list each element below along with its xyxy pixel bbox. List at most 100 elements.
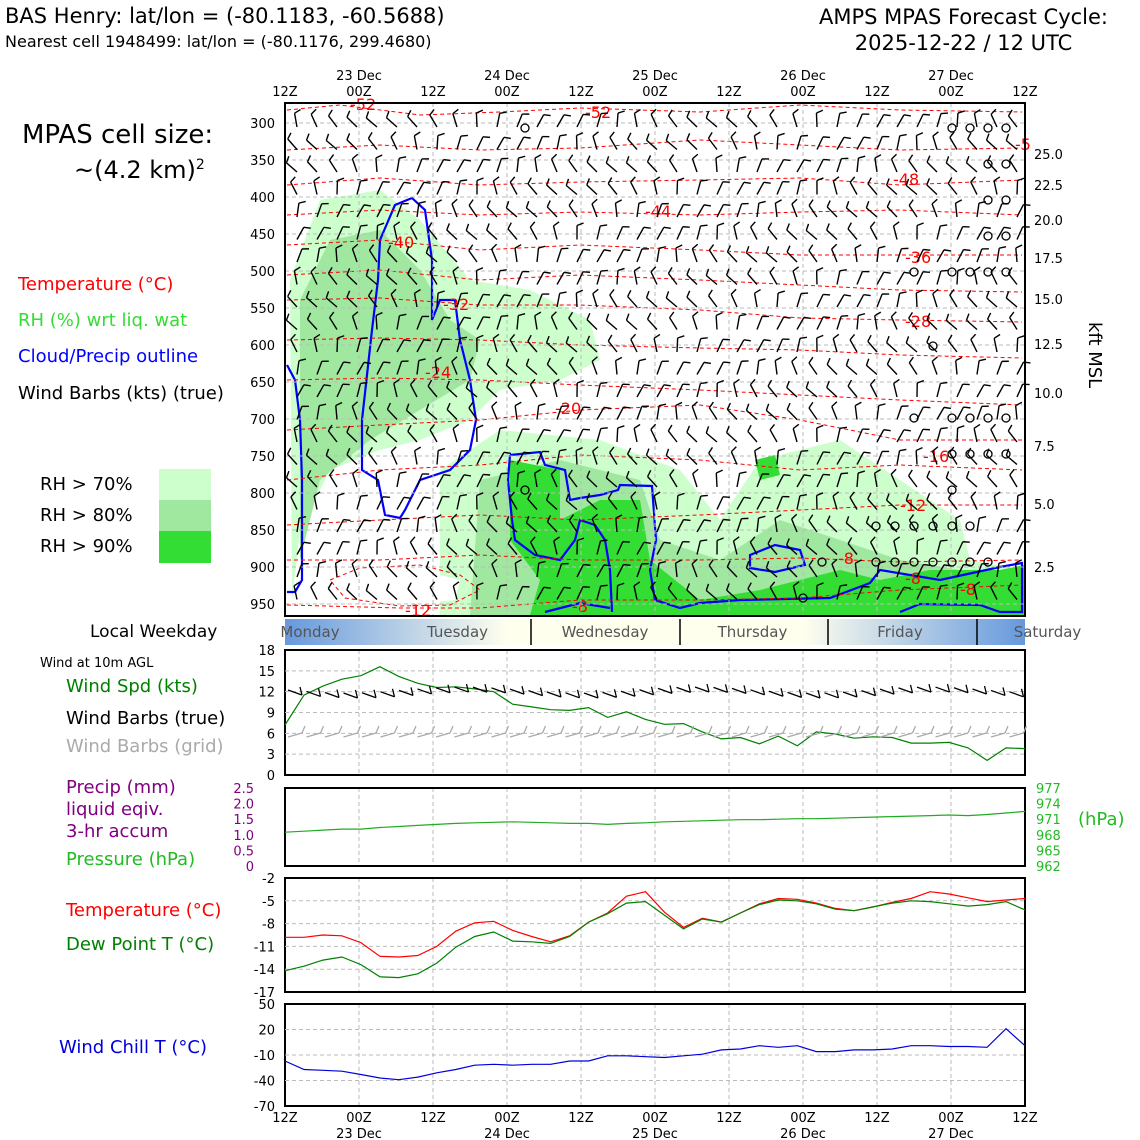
calm-circle — [520, 123, 530, 133]
wind-barb — [536, 586, 545, 600]
wind-barb — [736, 315, 741, 330]
wind-barb-flag — [791, 513, 798, 520]
wind-barb — [316, 226, 325, 240]
wind-barb-flag — [627, 132, 632, 140]
temp-label: Temperature (°C) — [66, 900, 222, 921]
wind-barb — [765, 252, 778, 263]
wind-barb — [653, 338, 658, 353]
wind-barb — [886, 363, 898, 375]
bottom-time-tick: 00Z — [642, 1111, 668, 1126]
wind-barb — [896, 586, 905, 600]
wind-barb-flag — [438, 447, 446, 452]
wind-barb-flag — [663, 226, 671, 230]
wind-barb — [356, 495, 362, 510]
grid-wind-barb-flag — [782, 725, 787, 734]
wind-barb-flag — [908, 356, 914, 364]
weekday-wednesday: Wednesday — [562, 623, 649, 641]
wind-barb-flag — [1003, 384, 1011, 387]
wind-barb-flag — [831, 401, 838, 408]
wind-barb-flag — [739, 313, 747, 317]
wind-barb — [726, 117, 738, 128]
wind-barb-flag — [749, 536, 756, 543]
wind-barb — [405, 567, 418, 578]
bottom-time-tick: 12Z — [716, 1111, 742, 1126]
wind-barb — [534, 158, 538, 173]
wind-barb-flag — [665, 291, 670, 299]
surface-wind-barb — [676, 686, 691, 693]
wind-barb-flag — [600, 381, 608, 385]
wind-barb — [990, 586, 998, 600]
wind-barb-flag — [427, 537, 433, 545]
calm-circle — [871, 557, 881, 567]
wind-barb-flag — [503, 136, 511, 140]
wind-barb-flag — [443, 316, 451, 319]
wind-barb-flag — [568, 514, 575, 521]
wind-barb-flag — [383, 361, 391, 364]
wind-barb — [896, 406, 903, 420]
wind-barb-flag — [733, 221, 741, 227]
wind-barb — [285, 162, 298, 173]
wind-barb-flag — [775, 199, 782, 204]
wind-barb — [745, 252, 758, 263]
wind-barb — [816, 159, 824, 173]
wind-barb — [536, 271, 545, 285]
wind-barb-flag — [758, 358, 766, 362]
wind-barb — [836, 452, 845, 465]
wind-barb — [966, 162, 978, 173]
wind-barb-flag — [346, 425, 351, 433]
wind-barb — [786, 566, 798, 578]
wind-barb — [496, 452, 505, 465]
wind-barb — [1016, 361, 1025, 375]
wind-barb-flag — [786, 223, 790, 231]
wind-barb-flag — [878, 403, 886, 407]
wind-barb-flag — [550, 311, 557, 318]
wind-barb-flag — [998, 560, 1006, 564]
calm-circle — [817, 557, 827, 567]
wind-barb — [665, 297, 678, 308]
wind-barb — [756, 316, 763, 330]
wind-barb — [636, 384, 645, 398]
surface-wind-barb-flag — [743, 685, 747, 694]
precip-liquid-label: liquid eqiv. — [66, 799, 164, 820]
wind-barb — [609, 294, 618, 308]
wind-barb-flag — [410, 378, 416, 386]
wind-barb-flag — [393, 221, 401, 227]
wind-barb-flag — [823, 158, 831, 161]
surface-wind-barb-flag — [484, 683, 488, 693]
grid-wind-barb — [805, 732, 821, 738]
wind-barb — [691, 248, 698, 263]
wind-barb-flag — [966, 290, 972, 297]
wind-barb — [596, 540, 602, 555]
wind-barb — [576, 249, 584, 263]
grid-wind-barb-flag — [375, 725, 380, 734]
wind-barb-flag — [923, 563, 931, 566]
pressure-tick: 300 — [250, 117, 275, 132]
pressure-ytick: 962 — [1036, 860, 1061, 875]
grid-wind-barb-flag — [930, 725, 935, 734]
wind-barb-flag — [337, 177, 345, 182]
grid-wind-barb — [879, 732, 895, 738]
grid-wind-barb — [990, 732, 1006, 738]
grid-wind-barb-flag — [874, 725, 880, 734]
wind-barb-flag — [483, 158, 491, 161]
wind-barb-flag — [823, 316, 831, 319]
wind-barb — [792, 585, 798, 600]
wind-chill-ytick: -40 — [254, 1075, 275, 1090]
wind-barb — [675, 405, 678, 420]
wind-barb — [536, 429, 545, 443]
wind-barb — [416, 316, 423, 330]
wind-barb-flag — [949, 289, 955, 296]
surface-wind-barb-flag — [336, 689, 340, 698]
wind-barb-flag — [700, 381, 708, 385]
wind-barb — [966, 477, 978, 488]
wind-barb — [726, 408, 738, 420]
wind-barb-flag — [883, 586, 891, 589]
temp-label-52b: -52 — [585, 103, 611, 122]
wind-barb-flag — [739, 156, 747, 159]
wind-chill-ytick: 50 — [258, 998, 275, 1013]
surface-wind-barb — [306, 690, 321, 698]
wind-barb — [627, 453, 638, 465]
wind-barb-flag — [908, 154, 914, 162]
wind-barb — [492, 180, 498, 195]
calm-circle — [983, 449, 993, 459]
